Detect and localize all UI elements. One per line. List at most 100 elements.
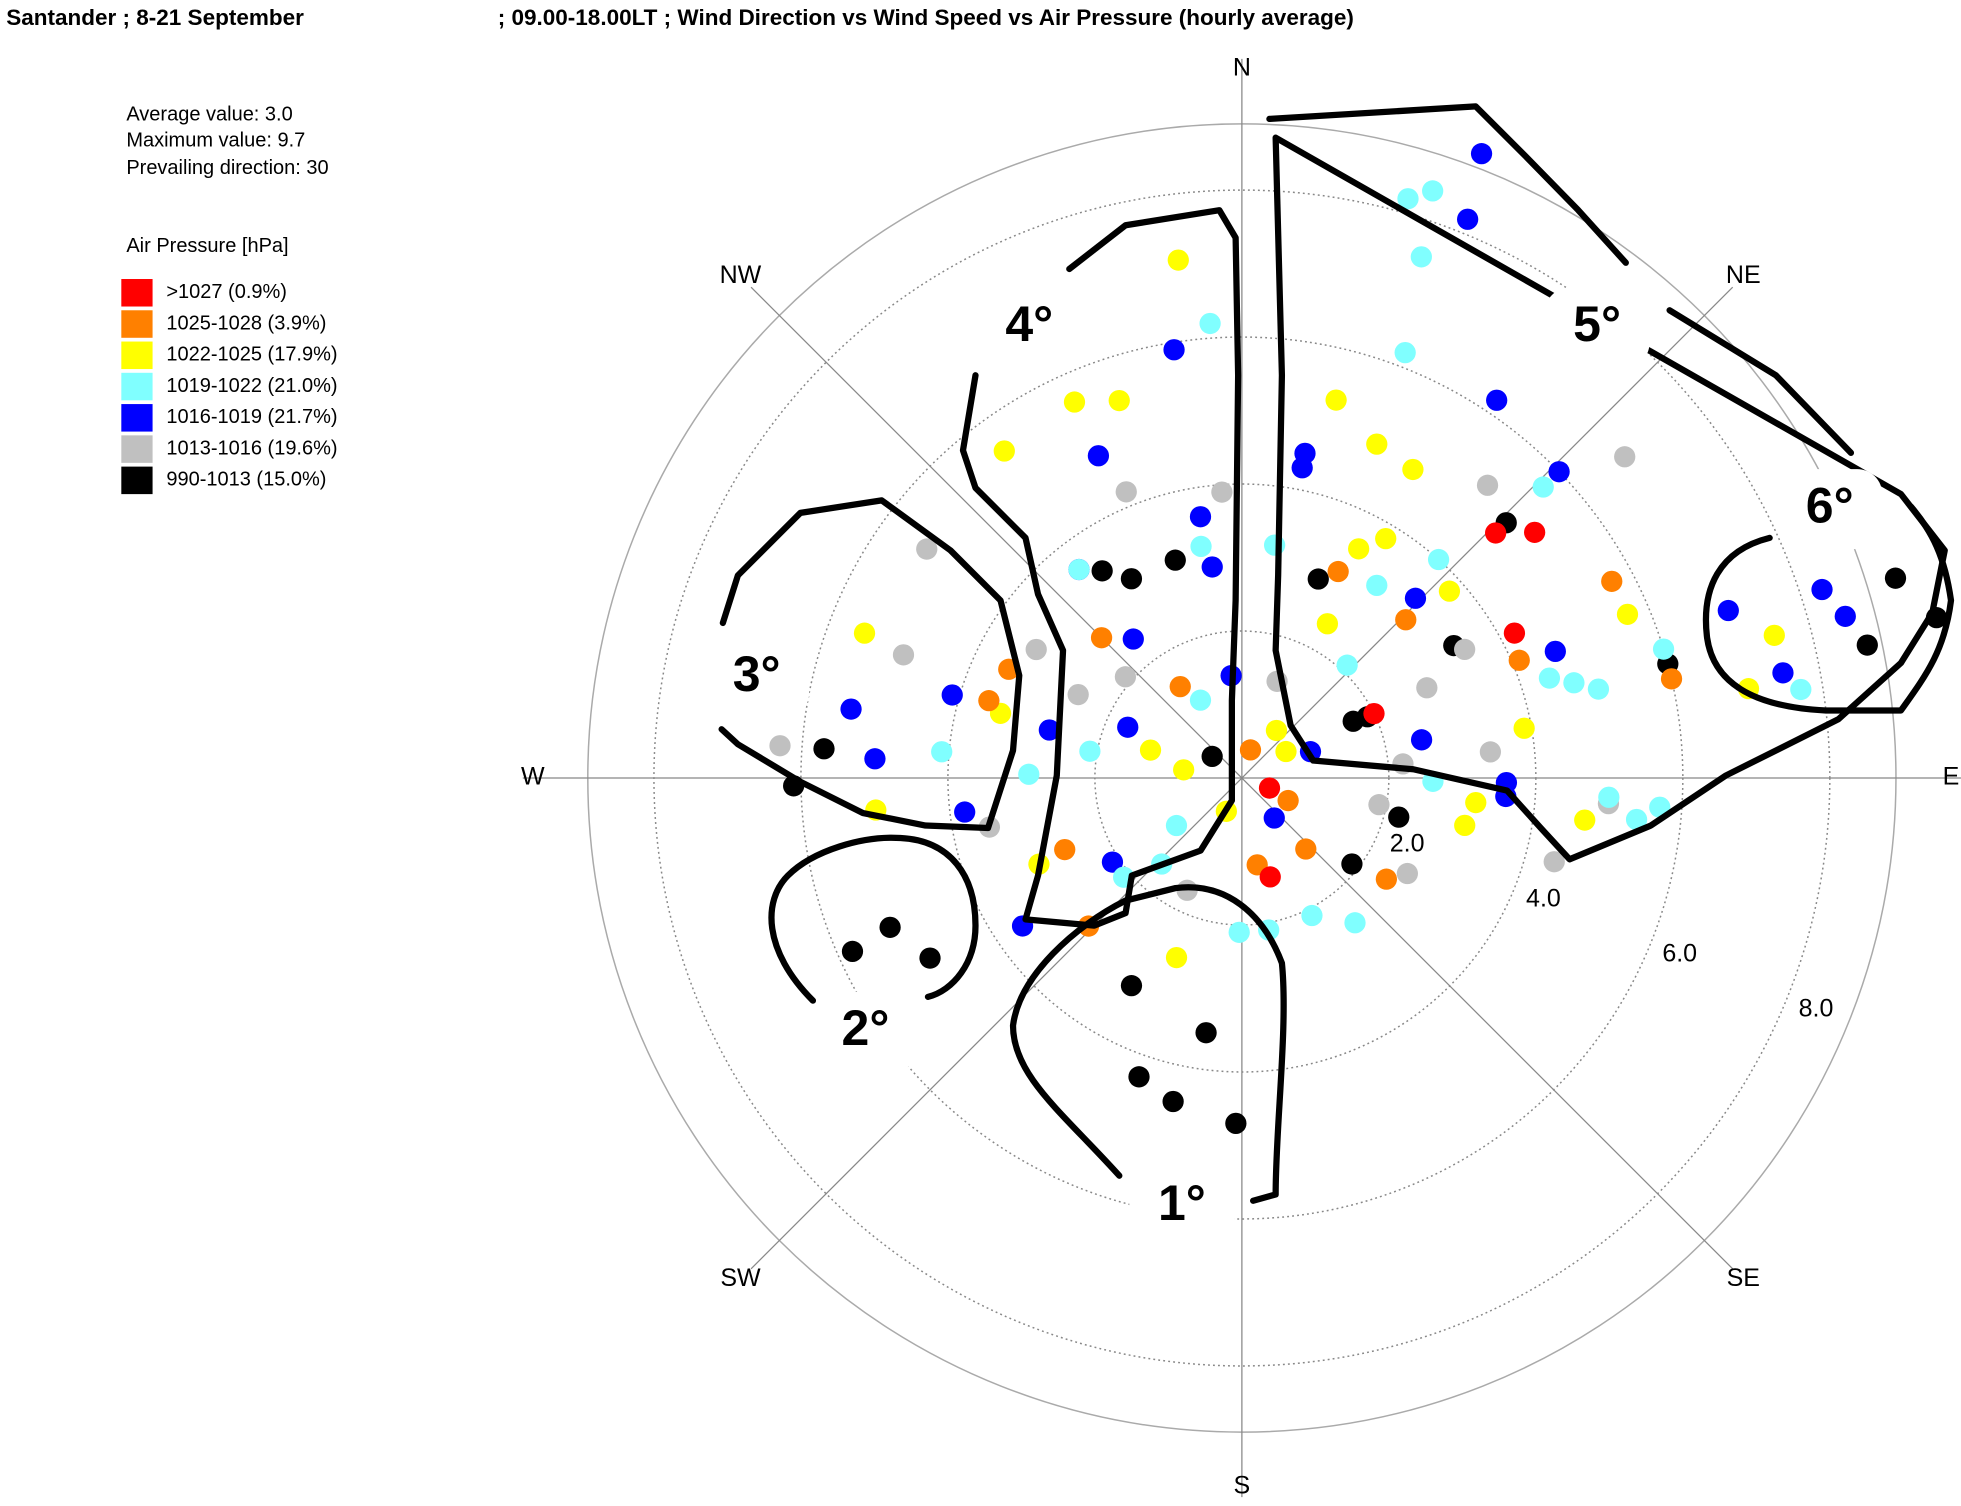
point — [1108, 389, 1130, 412]
point — [1503, 622, 1526, 644]
point — [1025, 638, 1047, 661]
point — [1263, 534, 1286, 556]
legend-label: >1027 (0.9%) — [166, 281, 287, 303]
point — [1307, 568, 1329, 590]
point — [1122, 628, 1144, 650]
legend-swatch — [121, 435, 153, 463]
annotation: 5° — [1573, 296, 1621, 352]
point — [1316, 613, 1339, 635]
point — [1479, 741, 1502, 763]
polar-grid: 2.0 4.0 6.0 8.0 N NE E SE S SW W NW — [521, 54, 1961, 1500]
point — [1366, 574, 1388, 596]
point — [1538, 667, 1561, 689]
legend: >1027 (0.9%) 1025-1028 (3.9%) 1022-1025 (1… — [121, 279, 338, 495]
legend-label: 1022-1025 (17.9%) — [166, 344, 337, 366]
chart-subtitle: ; 09.00-18.00LT ; Wind Direction vs Wind… — [498, 5, 1354, 30]
point — [1660, 668, 1683, 690]
point — [1068, 558, 1090, 581]
point — [1054, 838, 1076, 861]
point — [1063, 391, 1086, 413]
direction-label: NW — [720, 261, 762, 289]
point — [1162, 1090, 1184, 1113]
point — [1067, 683, 1089, 706]
point — [1341, 853, 1363, 875]
direction-label: NE — [1726, 261, 1761, 289]
point — [1325, 389, 1347, 411]
outline — [1666, 307, 1855, 456]
point — [1402, 458, 1424, 481]
point — [1397, 188, 1419, 210]
outline — [1272, 134, 1948, 863]
point — [1465, 791, 1487, 814]
point — [1228, 921, 1250, 943]
point — [1348, 538, 1370, 560]
point — [1416, 677, 1438, 699]
point — [1544, 640, 1566, 663]
point — [1115, 481, 1137, 503]
direction-label: SW — [720, 1264, 761, 1292]
annotation-bg — [1129, 1166, 1235, 1248]
point — [916, 538, 938, 560]
outline — [1009, 884, 1287, 1204]
point — [1239, 739, 1262, 761]
point — [841, 940, 864, 963]
point — [1513, 717, 1535, 739]
point — [1163, 339, 1185, 361]
point — [1614, 446, 1636, 468]
point — [1327, 560, 1349, 583]
legend-swatch — [121, 466, 153, 495]
annotation-bg — [704, 637, 810, 718]
point — [1717, 599, 1739, 622]
legend-label: 990-1013 (15.0%) — [166, 469, 326, 491]
annotation: 3° — [733, 646, 781, 702]
legend-label: 1019-1022 (21.0%) — [166, 375, 337, 397]
legend-label: 1016-1019 (21.7%) — [166, 406, 337, 428]
point — [864, 748, 886, 770]
point — [1532, 476, 1554, 498]
point — [1811, 578, 1833, 601]
point — [1616, 603, 1639, 625]
legend-swatch — [121, 279, 153, 307]
point — [853, 622, 876, 644]
point — [1258, 777, 1281, 799]
point — [1454, 814, 1476, 837]
point — [840, 698, 862, 720]
point — [1476, 474, 1499, 496]
point — [1625, 808, 1648, 831]
annotation: 1° — [1158, 1175, 1206, 1231]
point — [1598, 786, 1620, 808]
annotation: 4° — [1005, 296, 1053, 352]
point — [1120, 568, 1143, 590]
point — [1587, 678, 1610, 700]
stat-text: Prevailing direction: 30 — [126, 157, 328, 179]
point — [1438, 580, 1461, 602]
annotation: 2° — [842, 1000, 890, 1056]
point — [1167, 249, 1189, 271]
point — [1427, 548, 1450, 571]
point — [1275, 740, 1297, 763]
point — [1485, 522, 1507, 544]
points — [769, 143, 1948, 1135]
point — [1263, 807, 1285, 829]
point — [1189, 506, 1212, 528]
point — [1079, 740, 1101, 762]
point — [1336, 654, 1358, 676]
point — [1404, 587, 1427, 609]
point — [879, 916, 901, 938]
point — [1457, 208, 1479, 230]
annotation-bg — [812, 991, 918, 1072]
direction-label: N — [1233, 54, 1251, 82]
point — [1410, 729, 1433, 751]
point — [1454, 638, 1476, 661]
point — [1173, 759, 1195, 781]
point — [1165, 814, 1188, 837]
legend-swatch — [121, 404, 153, 432]
point — [993, 440, 1015, 462]
annotation-bg — [976, 287, 1082, 368]
point — [1563, 672, 1585, 694]
point — [1508, 649, 1530, 671]
point — [1394, 341, 1416, 364]
point — [1524, 521, 1546, 543]
